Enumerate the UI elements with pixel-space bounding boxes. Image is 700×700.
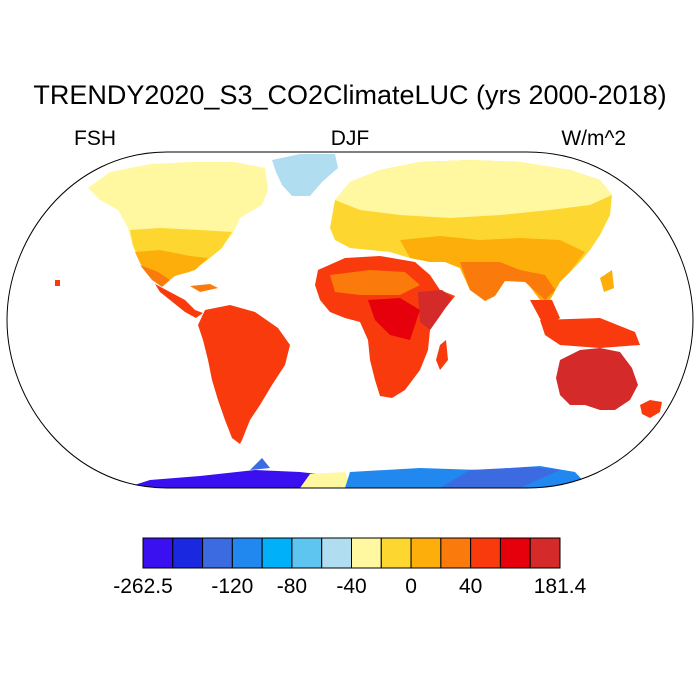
colorbar-tick-label: 40: [458, 575, 483, 598]
colorbar-swatch: [499, 537, 531, 569]
colorbar-swatch: [380, 537, 412, 569]
colorbar-tick-label: -262.5: [113, 575, 173, 598]
north-america: [55, 162, 268, 318]
colorbar-swatch: [202, 537, 233, 569]
colorbar-swatch: [470, 537, 501, 569]
colorbar-swatch: [410, 537, 442, 569]
colorbar-tick-label: 181.4: [533, 575, 587, 598]
colorbar-tick-label: -120: [211, 575, 254, 598]
globe-outline: [6, 151, 694, 489]
variable-label: FSH: [74, 127, 116, 150]
colorbar-swatch: [172, 537, 204, 569]
south-america: [198, 305, 290, 444]
colorbar-swatch: [351, 537, 382, 569]
colorbar-swatch: [231, 537, 263, 569]
australia: [556, 348, 662, 418]
colorbar-tick-label: -80: [276, 575, 308, 598]
colorbar-swatch: [529, 537, 561, 569]
map-title: TRENDY2020_S3_CO2ClimateLUC (yrs 2000-20…: [33, 80, 667, 110]
colorbar-swatch: [291, 537, 323, 569]
eurasia: [330, 160, 640, 348]
colorbar-tick-label: 0: [405, 575, 417, 598]
antarctica: [125, 458, 590, 488]
greenland: [272, 154, 338, 196]
colorbar-swatch: [321, 537, 353, 569]
africa: [315, 256, 455, 398]
season-label: DJF: [330, 127, 370, 150]
colorbar-swatch: [261, 537, 293, 569]
colorbar: [142, 537, 561, 569]
units-label: W/m^2: [561, 127, 626, 150]
colorbar-tick-label: -40: [336, 575, 367, 598]
colorbar-swatch: [440, 537, 472, 569]
colorbar-swatch: [142, 537, 174, 569]
